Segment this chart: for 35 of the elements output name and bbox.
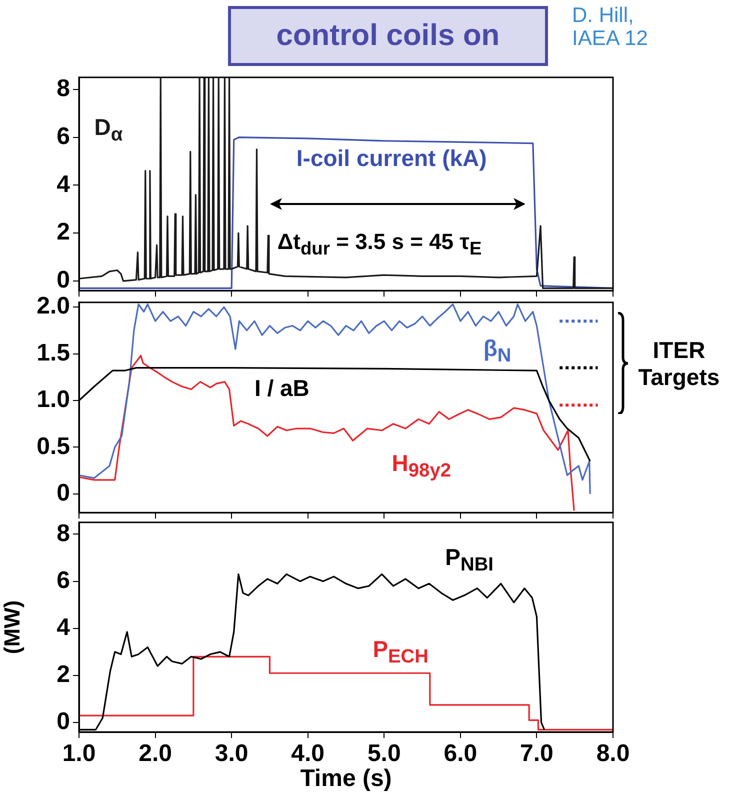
y-tick-label: 8 [56, 520, 70, 547]
y-tick-label: 0 [56, 480, 70, 507]
y-tick-label: 0 [56, 708, 70, 736]
y-tick-label: 1.5 [36, 339, 70, 366]
annotation: Δt$_{dur}$ = 3.5 s = 45 τ$_{E}$ [277, 228, 482, 258]
text: ITER Targets [637, 337, 721, 390]
x-tick-label: 4.0 [291, 740, 325, 768]
x-axis-title: Time (s) [300, 765, 392, 792]
x-tick-label: 8.0 [596, 740, 630, 768]
y-tick-label: 0 [56, 266, 70, 294]
series-label: β$_{N}$ [483, 335, 512, 367]
y-tick-label: 2.0 [36, 292, 70, 320]
x-tick-label: 3.0 [214, 740, 248, 768]
y-axis-title: (MW) [0, 600, 24, 654]
text: D. Hill, IAEA 12 [572, 4, 649, 50]
x-tick-label: 7.0 [520, 740, 554, 768]
text: control coils on [228, 6, 548, 66]
x-tick-label: 5.0 [367, 740, 401, 768]
y-tick-label: 6 [56, 122, 70, 150]
y-tick-label: 1.0 [36, 386, 70, 414]
y-tick-label: 4 [56, 170, 71, 198]
y-tick-label: 2 [56, 218, 70, 246]
series-label: P$_{ECH}$ [372, 636, 428, 668]
series-label: P$_{NBI}$ [445, 544, 494, 576]
series-label: H$_{98y2}$ [392, 450, 452, 482]
y-tick-label: 4 [56, 614, 71, 642]
series-label: I / aB [254, 375, 310, 402]
y-tick-label: 0.5 [36, 432, 70, 460]
x-tick-label: 6.0 [444, 740, 478, 768]
y-tick-label: 2 [56, 661, 70, 688]
y-tick-label: 8 [56, 75, 70, 102]
series-label: D$_{α}$ [94, 114, 123, 146]
x-tick-label: 2.0 [138, 740, 172, 768]
y-tick-label: 6 [56, 566, 70, 594]
series-label: I-coil current (kA) [296, 144, 487, 171]
